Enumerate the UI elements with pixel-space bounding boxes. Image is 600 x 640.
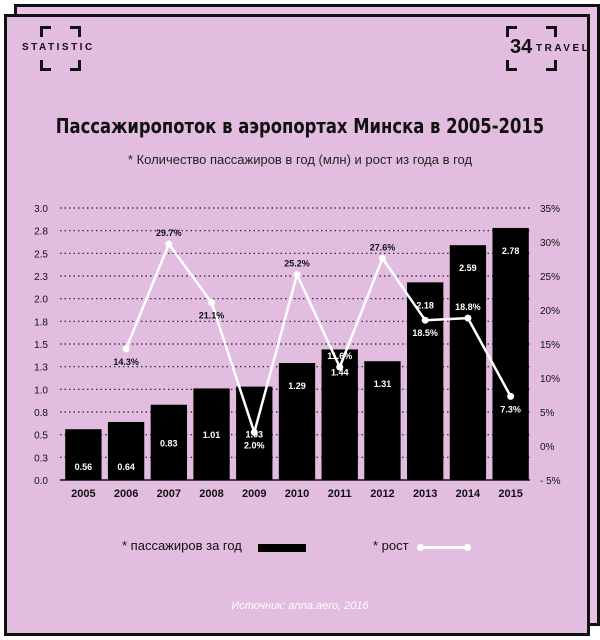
growth-value-label: 11.6% — [327, 351, 352, 361]
x-tick-label: 2015 — [498, 488, 522, 500]
growth-point — [293, 271, 301, 279]
left-tick-label: 2.3 — [34, 272, 48, 283]
bar-value-label: 0.56 — [75, 462, 93, 472]
bar — [449, 245, 487, 480]
right-tick-label: - 5% — [540, 476, 561, 487]
source-note: Источник: anna.aero, 2016 — [231, 600, 369, 612]
left-tick-label: 0.3 — [34, 453, 48, 464]
left-tick-label: 1.5 — [34, 340, 48, 351]
bar — [107, 421, 145, 480]
left-tick-label: 0.0 — [34, 476, 48, 487]
chart-title: Пассажиропоток в аэропортах Минска в 200… — [55, 114, 545, 138]
growth-value-label: 18.5% — [412, 328, 438, 338]
x-tick-label: 2006 — [114, 488, 138, 500]
bar — [278, 363, 316, 480]
left-tick-label: 0.8 — [34, 408, 48, 419]
bar — [150, 404, 187, 480]
infographic-card — [4, 14, 590, 636]
right-tick-label: 20% — [540, 306, 560, 317]
bar-value-label: 1.44 — [331, 367, 349, 377]
x-tick-label: 2011 — [328, 488, 352, 500]
left-tick-label: 1.8 — [34, 317, 48, 328]
growth-value-label: 14.3% — [113, 357, 139, 367]
right-tick-label: 10% — [540, 374, 560, 385]
x-tick-label: 2010 — [285, 488, 309, 500]
x-tick-label: 2005 — [71, 488, 95, 500]
growth-value-label: 29.7% — [156, 228, 182, 238]
bar-value-label: 2.78 — [502, 246, 520, 256]
growth-value-label: 25.2% — [284, 259, 310, 269]
bar-value-label: 0.64 — [117, 462, 135, 472]
bar-value-label: 2.18 — [416, 300, 434, 310]
left-tick-label: 3.0 — [34, 204, 48, 215]
growth-point — [421, 316, 429, 324]
right-tick-label: 30% — [540, 238, 560, 249]
statistic-logo-text: STATISTIC — [22, 42, 95, 53]
bar-value-label: 1.01 — [203, 430, 221, 440]
growth-value-label: 7.3% — [500, 404, 521, 414]
bar — [193, 388, 230, 480]
right-tick-label: 15% — [540, 340, 560, 351]
bar-value-label: 0.83 — [160, 438, 178, 448]
right-tick-label: 35% — [540, 204, 560, 215]
legend-growth-swatch — [417, 544, 471, 551]
x-tick-label: 2012 — [370, 488, 394, 500]
growth-value-label: 21.1% — [199, 311, 225, 321]
chart-subtitle: * Количество пассажиров в год (млн) и ро… — [127, 152, 473, 167]
growth-value-label: 2.0% — [244, 440, 265, 450]
x-tick-label: 2014 — [456, 488, 481, 500]
legend-growth-label: * рост — [373, 538, 409, 553]
growth-point — [507, 392, 515, 400]
right-tick-label: 5% — [540, 408, 555, 419]
34travel-logo-number: 34 — [510, 36, 533, 58]
growth-point — [165, 240, 173, 248]
legend-passengers-label: * пассажиров за год — [122, 538, 242, 553]
statistic-logo: STATISTIC — [22, 26, 92, 71]
growth-point — [250, 428, 258, 436]
bar — [492, 227, 529, 480]
34travel-logo: 34 TRAVEL — [506, 26, 588, 71]
x-tick-label: 2013 — [413, 488, 437, 500]
growth-point — [336, 363, 344, 371]
x-tick-label: 2007 — [157, 488, 181, 500]
growth-value-label: 27.6% — [370, 242, 396, 252]
x-tick-label: 2009 — [242, 488, 266, 500]
left-tick-label: 2.8 — [34, 227, 48, 238]
bar — [407, 282, 444, 480]
bar — [321, 349, 358, 480]
right-tick-label: 0% — [540, 442, 555, 453]
bar-value-label: 2.59 — [459, 263, 477, 273]
growth-point — [464, 314, 472, 322]
left-tick-label: 1.0 — [34, 385, 48, 396]
growth-point — [208, 299, 216, 307]
bar — [364, 361, 401, 480]
bar — [65, 429, 102, 480]
left-tick-label: 1.3 — [34, 363, 48, 374]
left-tick-label: 0.5 — [34, 431, 48, 442]
left-tick-label: 2.0 — [34, 295, 48, 306]
left-tick-label: 2.5 — [34, 249, 48, 260]
x-tick-label: 2008 — [199, 488, 223, 500]
bar-value-label: 1.31 — [374, 379, 392, 389]
34travel-logo-text: TRAVEL — [536, 43, 591, 54]
growth-line — [124, 242, 512, 434]
growth-value-label: 18.8% — [455, 302, 481, 312]
growth-point — [122, 345, 130, 353]
legend-passengers-swatch — [258, 544, 306, 552]
growth-point — [378, 254, 386, 262]
right-tick-label: 25% — [540, 272, 560, 283]
bar-value-label: 1.29 — [288, 381, 306, 391]
